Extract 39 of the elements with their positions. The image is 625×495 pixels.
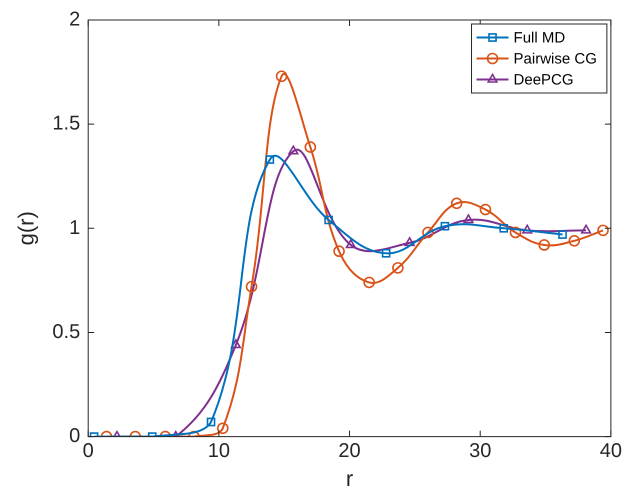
point — [538, 239, 550, 251]
point — [558, 230, 567, 239]
y-tick-label: 1 — [69, 216, 80, 239]
point — [346, 239, 356, 248]
x-tick-label: 40 — [600, 440, 622, 462]
point — [246, 280, 258, 292]
legend-label: Full MD — [514, 30, 566, 47]
x-tick-label: 10 — [208, 440, 230, 462]
point — [382, 248, 390, 258]
legend-label: DeePCG — [514, 72, 574, 89]
point — [324, 216, 333, 224]
point — [580, 224, 592, 234]
point — [276, 70, 288, 82]
y-tick-label: 1.5 — [52, 112, 80, 135]
point — [404, 237, 415, 246]
x-tick-label: 30 — [469, 440, 492, 462]
point — [230, 339, 241, 348]
y-tick-label: 0.5 — [52, 320, 80, 343]
point — [422, 226, 434, 238]
point — [333, 245, 345, 258]
x-axis-title: r — [346, 466, 354, 491]
point — [480, 204, 492, 216]
point — [450, 198, 462, 210]
y-axis-title: g(r) — [13, 211, 38, 246]
point — [440, 222, 450, 231]
y-tick-label: 0 — [69, 425, 80, 448]
point — [499, 224, 508, 233]
point — [510, 226, 522, 238]
x-tick-label: 20 — [338, 440, 361, 462]
point — [304, 141, 316, 153]
legend-label: Pairwise CG — [514, 50, 597, 68]
point — [597, 224, 609, 236]
point — [363, 276, 375, 288]
point — [265, 155, 274, 164]
point — [392, 262, 404, 274]
point — [463, 214, 474, 224]
y-tick-label: 2 — [69, 8, 80, 31]
point — [568, 235, 580, 247]
point — [522, 224, 532, 234]
